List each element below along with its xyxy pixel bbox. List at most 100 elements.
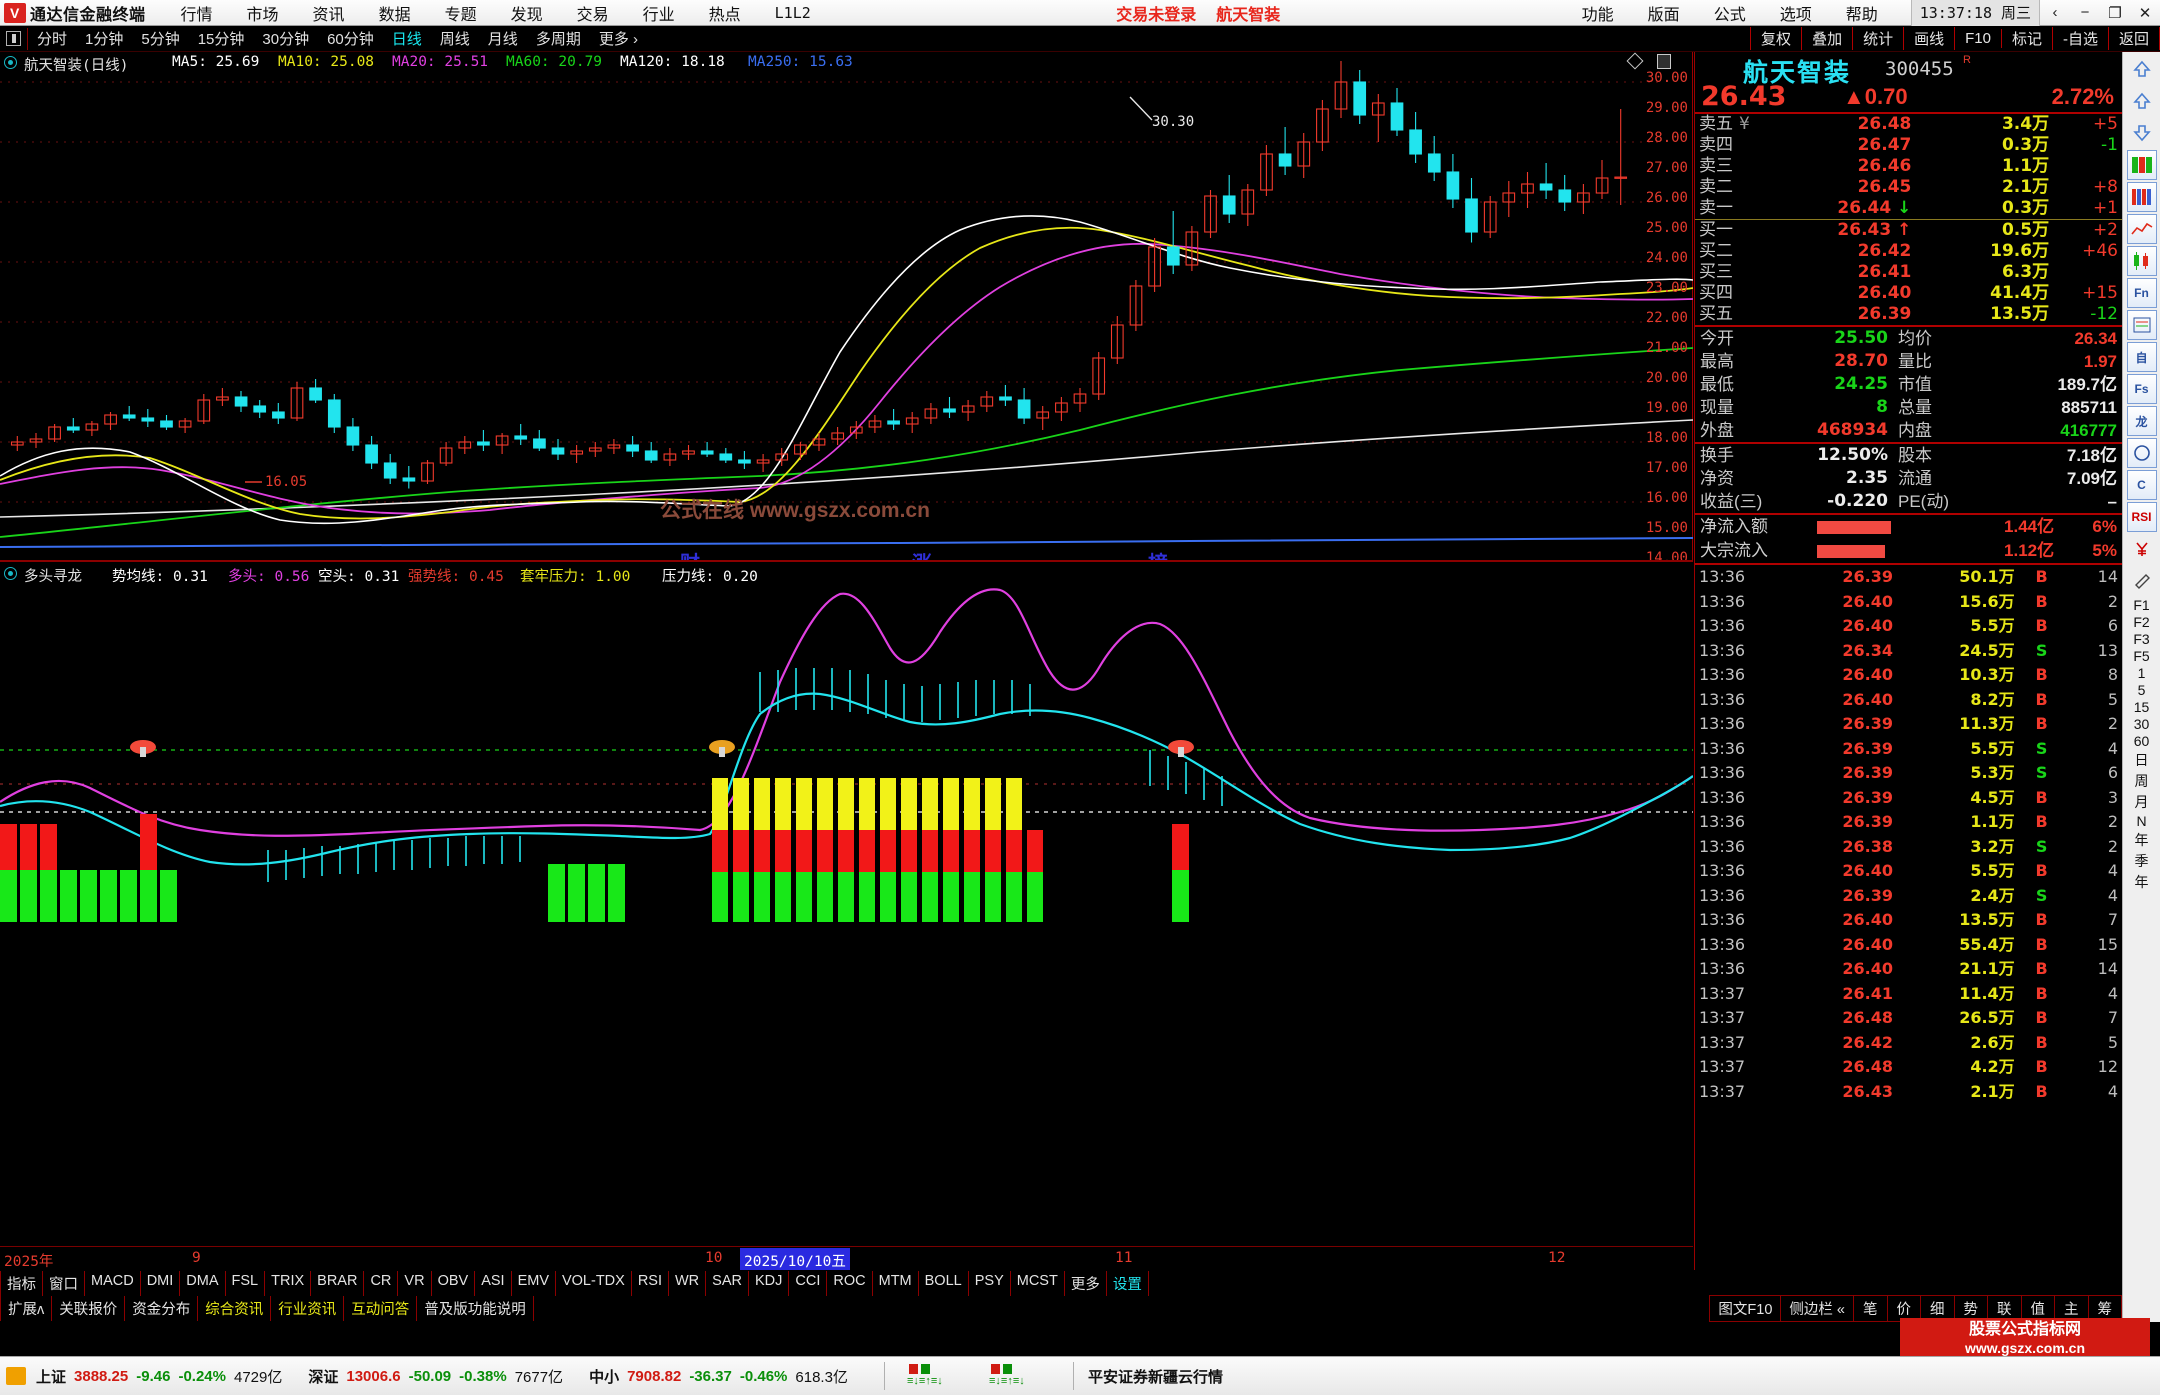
rail-label-n[interactable]: N <box>2136 813 2147 829</box>
ind-emv-button[interactable]: EMV <box>512 1270 556 1296</box>
tick-row[interactable]: 13:36 26.39 5.3万 S 6 <box>1695 761 2122 786</box>
panel-toggle-icon[interactable] <box>1657 54 1671 69</box>
tick-row[interactable]: 13:36 26.38 3.2万 S 2 <box>1695 835 2122 860</box>
ind-dma-button[interactable]: DMA <box>180 1270 226 1296</box>
ind-kdj-button[interactable]: KDJ <box>749 1270 790 1296</box>
rail-rsi-icon[interactable]: RSI <box>2126 502 2157 532</box>
minimize-button[interactable]: − <box>2080 4 2090 21</box>
ind-chuangkou-button[interactable]: 窗口 <box>43 1270 85 1296</box>
period-daily[interactable]: 日线 <box>391 31 422 48</box>
rail-trend-line-icon[interactable] <box>2126 214 2157 244</box>
tick-row[interactable]: 13:36 26.40 5.5万 B 6 <box>1695 614 2122 639</box>
order-book-row[interactable]: 卖四 26.47 0.3万 -1 <box>1695 135 2122 156</box>
period-30min[interactable]: 30分钟 <box>262 31 310 48</box>
rail-label-f3[interactable]: F3 <box>2133 631 2150 647</box>
tick-row[interactable]: 13:37 26.41 11.4万 B 4 <box>1695 982 2122 1007</box>
f10-button[interactable]: F10 <box>1955 29 2002 48</box>
ind-rsi-button[interactable]: RSI <box>632 1270 669 1296</box>
menu-item-gongneng[interactable]: 功能 <box>1581 6 1614 24</box>
tick-row[interactable]: 13:36 26.40 10.3万 B 8 <box>1695 663 2122 688</box>
huaxian-button[interactable]: 画线 <box>1904 27 1956 50</box>
ind-cr-button[interactable]: CR <box>364 1270 399 1296</box>
ext-4-button[interactable]: 行业资讯 <box>271 1296 345 1321</box>
tick-row[interactable]: 13:37 26.43 2.1万 B 4 <box>1695 1080 2122 1105</box>
rail-up-arrow-icon[interactable] <box>2127 54 2157 84</box>
rail-down-arrow-icon[interactable] <box>2127 118 2157 148</box>
ind-trix-button[interactable]: TRIX <box>265 1270 312 1296</box>
ind-asi-button[interactable]: ASI <box>475 1270 512 1296</box>
period-fenshi[interactable]: 分时 <box>37 31 68 48</box>
status-index-2[interactable]: 中小 7908.82 -36.37 -0.46% 618.3亿 <box>585 1366 852 1387</box>
ind-vol-tdx-button[interactable]: VOL-TDX <box>556 1270 632 1296</box>
main-price-chart[interactable]: 30.30 16.05 公式在线 www.gszx.com.cn 财 涨 榜 <box>0 52 1694 575</box>
rail-f10-icon[interactable]: Fn <box>2126 278 2157 308</box>
period-multi[interactable]: 多周期 <box>535 31 581 48</box>
rail-label-1[interactable]: 1 <box>2137 665 2146 681</box>
order-book-table[interactable]: 卖五 ¥ 26.48 3.4万 +5 卖四 26.47 0.3万 -1 卖三 26.46 1.1万 卖二… <box>1695 114 2122 325</box>
tick-row[interactable]: 13:36 26.40 55.4万 B 15 <box>1695 933 2122 958</box>
rail-label-f1[interactable]: F1 <box>2133 597 2150 613</box>
sidebar-toggle-button[interactable]: 侧边栏 « <box>1781 1295 1854 1322</box>
fanhui-button[interactable]: 返回 <box>2109 27 2160 50</box>
period-1min[interactable]: 1分钟 <box>85 31 124 48</box>
menu-item-xuanxiang[interactable]: 选项 <box>1779 6 1812 24</box>
rail-label-5[interactable]: 5 <box>2137 682 2146 698</box>
rail-multi-quote-icon[interactable] <box>2126 182 2157 212</box>
order-book-row[interactable]: 卖二 26.45 2.1万 +8 <box>1695 177 2122 198</box>
order-book-row[interactable]: 卖三 26.46 1.1万 <box>1695 156 2122 177</box>
period-5min[interactable]: 5分钟 <box>141 31 180 48</box>
tick-row[interactable]: 13:36 26.39 4.5万 B 3 <box>1695 786 2122 811</box>
rail-fisher-icon[interactable]: Fs <box>2126 374 2157 404</box>
tick-row[interactable]: 13:36 26.39 2.4万 S 4 <box>1695 884 2122 909</box>
window-layout-icon[interactable] <box>6 31 21 46</box>
ind-psy-button[interactable]: PSY <box>969 1270 1011 1296</box>
tick-row[interactable]: 13:36 26.40 5.5万 B 4 <box>1695 859 2122 884</box>
menu-item-gongshi[interactable]: 公式 <box>1713 6 1746 24</box>
tick-row[interactable]: 13:36 26.34 24.5万 S 13 <box>1695 639 2122 664</box>
rail-label-quarter[interactable]: 季 <box>2134 853 2149 869</box>
right-icon-rail[interactable]: Fn 自 Fs 龙 C RSI F1 F2 F3 F5 1 5 15 30 60… <box>2122 52 2160 1322</box>
ext-6-button[interactable]: 普及版功能说明 <box>417 1296 534 1321</box>
tick-row[interactable]: 13:36 26.40 8.2万 B 5 <box>1695 688 2122 713</box>
order-book-row[interactable]: 买二 26.42 19.6万 +46 <box>1695 241 2122 262</box>
rail-report-icon[interactable] <box>2126 310 2157 340</box>
maximize-button[interactable]: ❐ <box>2108 4 2122 22</box>
ext-tab-0[interactable]: 笔 <box>1854 1295 1888 1322</box>
rail-self-select-icon[interactable]: 自 <box>2126 342 2157 372</box>
tick-row[interactable]: 13:36 26.39 11.3万 B 2 <box>1695 712 2122 737</box>
status-index-0[interactable]: 上证 3888.25 -9.46 -0.24% 4729亿 <box>32 1366 286 1387</box>
rail-label-week[interactable]: 周 <box>2134 773 2149 789</box>
rail-label-day[interactable]: 日 <box>2134 752 2149 768</box>
order-book-row[interactable]: 买一 26.43 ↑ 0.5万 +2 <box>1695 219 2122 242</box>
ext-3-button[interactable]: 综合资讯 <box>198 1296 272 1321</box>
rail-ruler-icon[interactable] <box>2127 566 2157 596</box>
status-index-1[interactable]: 深证 13006.6 -50.09 -0.38% 7677亿 <box>304 1366 567 1387</box>
order-book-row[interactable]: 卖五 ¥ 26.48 3.4万 +5 <box>1695 114 2122 135</box>
order-book-row[interactable]: 买五 26.39 13.5万 -12 <box>1695 304 2122 325</box>
rail-circle-icon[interactable] <box>2126 438 2157 468</box>
menu-item-faxian[interactable]: 发现 <box>510 6 543 24</box>
ind-fsl-button[interactable]: FSL <box>226 1270 266 1296</box>
period-weekly[interactable]: 周线 <box>439 31 470 48</box>
rail-money-icon[interactable] <box>2127 534 2157 564</box>
rail-label-60[interactable]: 60 <box>2133 733 2150 749</box>
tick-row[interactable]: 13:37 26.42 2.6万 B 5 <box>1695 1031 2122 1056</box>
ind-mtm-button[interactable]: MTM <box>873 1270 919 1296</box>
period-15min[interactable]: 15分钟 <box>197 31 245 48</box>
tick-row[interactable]: 13:36 26.39 1.1万 B 2 <box>1695 810 2122 835</box>
menu-item-shuju[interactable]: 数据 <box>378 6 411 24</box>
menu-item-zixun[interactable]: 资讯 <box>312 6 345 24</box>
zixuan-button[interactable]: -自选 <box>2053 27 2109 50</box>
menu-item-hangqing[interactable]: 行情 <box>180 6 213 24</box>
ind-wr-button[interactable]: WR <box>669 1270 707 1296</box>
ext-5-button[interactable]: 互动问答 <box>344 1296 418 1321</box>
biaoji-button[interactable]: 标记 <box>2002 27 2053 50</box>
ind-mcst-button[interactable]: MCST <box>1011 1270 1065 1296</box>
sub-indicator-toggle-icon[interactable] <box>4 567 17 580</box>
ind----button[interactable]: 更多 <box>1065 1270 1107 1296</box>
order-book-row[interactable]: 买三 26.41 6.3万 <box>1695 262 2122 283</box>
order-book-row[interactable]: 卖一 26.44 ↓ 0.3万 +1 <box>1695 198 2122 220</box>
ind-cci-button[interactable]: CCI <box>789 1270 828 1296</box>
ind-boll-button[interactable]: BOLL <box>919 1270 969 1296</box>
tick-row[interactable]: 13:36 26.40 15.6万 B 2 <box>1695 590 2122 615</box>
